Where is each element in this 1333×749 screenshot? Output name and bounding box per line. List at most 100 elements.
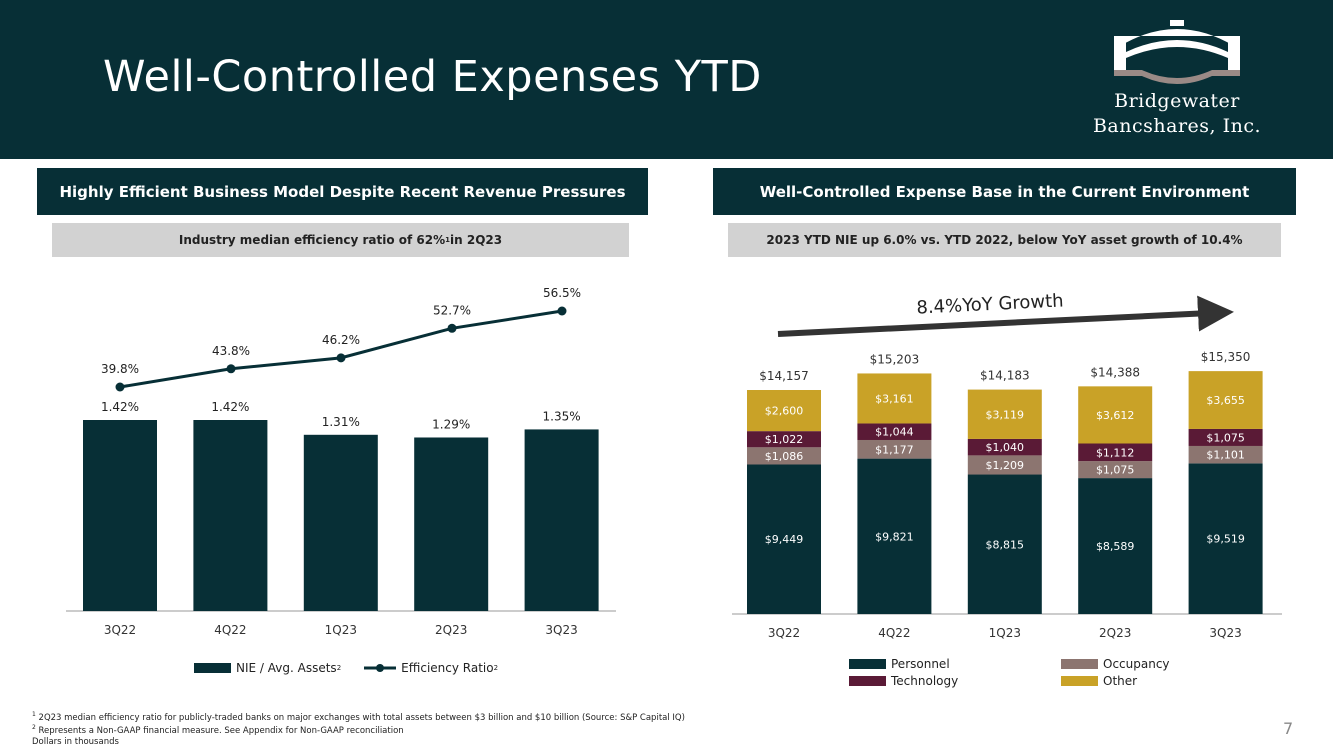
- x-tick-label: 4Q22: [878, 626, 910, 640]
- legend-line-swatch: [364, 664, 397, 672]
- total-label: $15,203: [870, 352, 920, 366]
- left-panel-subheading: Industry median efficiency ratio of 62% 1…: [52, 223, 629, 257]
- legend-other: Other: [1061, 674, 1137, 688]
- efficiency-point: [115, 382, 125, 392]
- footnote-1: 1 2Q23 median efficiency ratio for publi…: [32, 710, 685, 723]
- efficiency-label: 39.8%: [101, 362, 139, 376]
- other-swatch: [1061, 676, 1098, 686]
- total-label: $15,350: [1201, 350, 1251, 364]
- other-segment: [857, 373, 932, 424]
- page-number: 7: [1283, 719, 1294, 738]
- nie-bar: [83, 420, 157, 611]
- personnel-swatch: [849, 659, 886, 669]
- x-tick-label: 3Q23: [1209, 626, 1241, 640]
- occupancy-swatch: [1061, 659, 1098, 669]
- occupancy-label: Occupancy: [1103, 657, 1170, 671]
- legend-personnel: Personnel: [849, 657, 950, 671]
- right-panel-subheading: 2023 YTD NIE up 6.0% vs. YTD 2022, below…: [728, 223, 1281, 257]
- other-label: Other: [1103, 674, 1138, 688]
- efficiency-point: [226, 364, 236, 374]
- occupancy-segment: [1188, 445, 1263, 464]
- right-panel-heading: Well-Controlled Expense Base in the Curr…: [713, 168, 1296, 215]
- nie-bar-label: 1.35%: [543, 409, 581, 423]
- other-segment-label: $3,161: [875, 392, 914, 405]
- other-segment: [747, 390, 821, 432]
- technology-segment: [857, 423, 932, 440]
- x-tick-label: 3Q23: [545, 623, 577, 637]
- personnel-segment-label: $8,815: [986, 538, 1025, 551]
- legend-line-label: Efficiency Ratio: [401, 661, 494, 675]
- technology-segment: [967, 438, 1042, 456]
- header-band: Well-Controlled Expenses YTD Bridgewater…: [0, 0, 1333, 159]
- other-segment-label: $3,655: [1206, 394, 1245, 407]
- legend-bar-label: NIE / Avg. Assets: [236, 661, 337, 675]
- logo-text-line1: Bridgewater: [1114, 90, 1240, 112]
- technology-segment-label: $1,112: [1096, 446, 1135, 459]
- occupancy-segment-label: $1,177: [875, 443, 914, 456]
- occupancy-segment: [857, 439, 932, 459]
- logo-text-line2: Bancshares, Inc.: [1092, 115, 1262, 137]
- personnel-segment-label: $9,519: [1206, 533, 1245, 546]
- technology-segment-label: $1,022: [765, 433, 804, 446]
- footnote-2-text: Represents a Non-GAAP financial measure.…: [35, 726, 404, 737]
- personnel-segment: [857, 458, 932, 614]
- x-tick-label: 2Q23: [435, 623, 467, 637]
- footnote-3: Dollars in thousands: [32, 736, 119, 747]
- subheading-text: Industry median efficiency ratio of 62%: [178, 233, 446, 247]
- x-tick-label: 1Q23: [989, 626, 1021, 640]
- total-label: $14,183: [980, 369, 1030, 383]
- footnotes: 1 2Q23 median efficiency ratio for publi…: [32, 710, 685, 747]
- other-segment: [1078, 386, 1153, 444]
- efficiency-point: [447, 323, 457, 333]
- other-segment: [1188, 371, 1263, 429]
- legend-occupancy: Occupancy: [1061, 657, 1170, 671]
- occupancy-segment-label: $1,209: [986, 459, 1025, 472]
- legend-bar-swatch: [194, 663, 231, 673]
- efficiency-label: 56.5%: [543, 286, 581, 300]
- total-label: $14,388: [1090, 365, 1140, 379]
- nie-bar-label: 1.31%: [322, 415, 360, 429]
- efficiency-chart: 1.42% 3Q22 1.42% 4Q22 1.31% 1Q23 1.29% 2Q23 1.35…: [66, 286, 616, 637]
- efficiency-point: [336, 353, 346, 363]
- x-tick-label: 3Q22: [104, 623, 136, 637]
- technology-segment: [1188, 428, 1263, 446]
- technology-segment: [747, 431, 821, 448]
- nie-bar: [193, 420, 268, 611]
- total-label: $14,157: [759, 369, 809, 383]
- company-logo: Bridgewater Bancshares, Inc.: [1062, 16, 1292, 144]
- x-tick-label: 2Q23: [1099, 626, 1131, 640]
- occupancy-segment: [1078, 461, 1153, 479]
- footnote-1-text: 2Q23 median efficiency ratio for publicl…: [35, 712, 685, 723]
- legend-bar-footnote: 2: [336, 664, 342, 672]
- technology-segment-label: $1,075: [1206, 431, 1245, 444]
- efficiency-line: [119, 309, 563, 389]
- nie-bar-label: 1.42%: [101, 400, 139, 414]
- personnel-label: Personnel: [891, 657, 950, 671]
- left-legend: NIE / Avg. Assets 2 Efficiency Ratio 2: [194, 661, 498, 675]
- growth-arrow: [777, 295, 1234, 337]
- footnote-1-mark: 1: [32, 711, 36, 718]
- other-segment-label: $3,612: [1096, 409, 1135, 422]
- personnel-segment-label: $9,821: [875, 530, 914, 543]
- bridge-logo-icon: [1114, 20, 1240, 84]
- legend-technology: Technology: [849, 674, 958, 688]
- other-segment: [967, 389, 1042, 439]
- personnel-segment-label: $8,589: [1096, 540, 1135, 553]
- technology-label: Technology: [891, 674, 959, 688]
- occupancy-segment-label: $1,101: [1206, 449, 1245, 462]
- occupancy-segment-label: $1,086: [765, 450, 804, 463]
- subheading-text-end: in 2Q23: [450, 233, 503, 247]
- left-panel-heading: Highly Efficient Business Model Despite …: [37, 168, 648, 215]
- efficiency-label: 46.2%: [322, 333, 360, 347]
- other-segment-label: $2,600: [765, 405, 804, 418]
- efficiency-label: 43.8%: [212, 344, 250, 358]
- x-tick-label: 3Q22: [768, 626, 800, 640]
- occupancy-segment-label: $1,075: [1096, 464, 1135, 477]
- nie-bar: [414, 437, 489, 611]
- personnel-segment: [967, 474, 1042, 614]
- efficiency-label: 52.7%: [433, 303, 471, 317]
- technology-segment-label: $1,040: [986, 441, 1025, 454]
- technology-segment-label: $1,044: [875, 426, 914, 439]
- nie-bar: [524, 429, 599, 611]
- personnel-segment: [1188, 463, 1263, 614]
